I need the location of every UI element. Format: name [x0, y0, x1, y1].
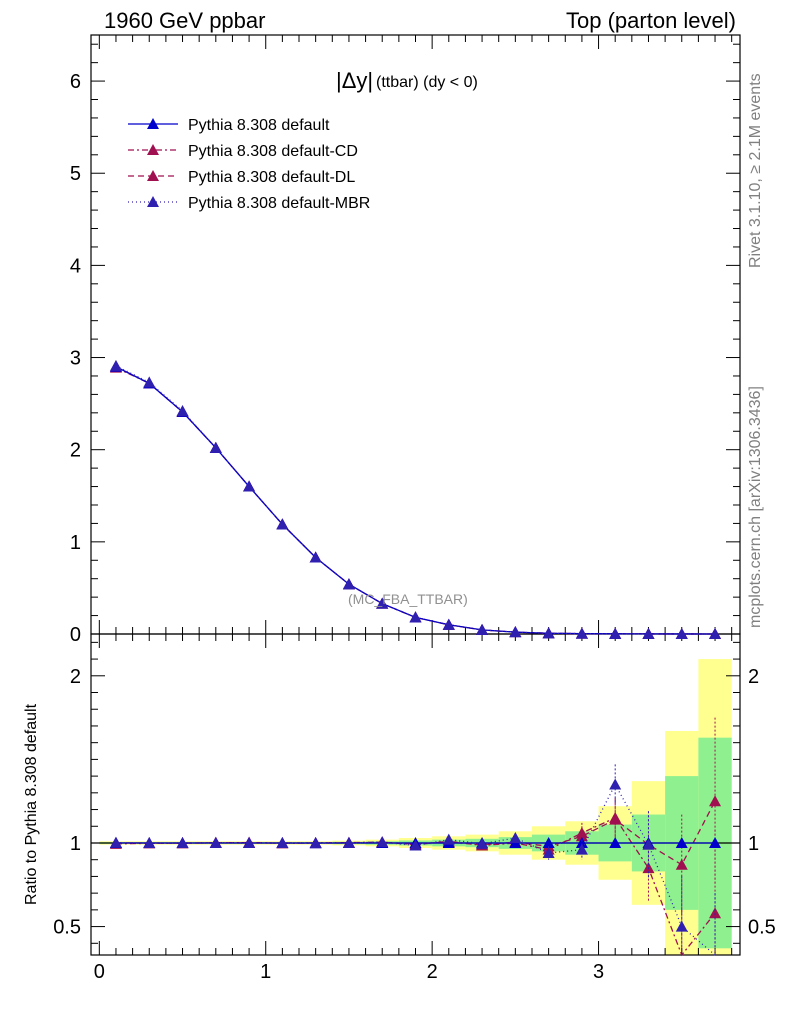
- ratio-series-marker: [675, 858, 688, 870]
- ratio-series-marker: [642, 838, 655, 850]
- main-series-marker: [575, 627, 588, 639]
- main-series-marker: [143, 376, 156, 388]
- main-series-marker: [276, 518, 289, 530]
- x-tick-label: 1: [260, 961, 271, 983]
- ratio-series-marker: [376, 836, 389, 848]
- main-series-marker: [342, 578, 355, 590]
- ratio-y-axis-label: Ratio to Pythia 8.308 default: [23, 703, 40, 905]
- y-tick-label: 1: [70, 532, 81, 554]
- legend-label: Pythia 8.308 default-MBR: [188, 195, 370, 212]
- ratio-series-marker: [675, 920, 688, 932]
- series-layer: [109, 359, 722, 957]
- y-tick-label: 4: [70, 255, 81, 277]
- header-left-label: 1960 GeV ppbar: [104, 8, 266, 33]
- main-series-marker: [675, 627, 688, 639]
- ratio-series-marker: [542, 836, 555, 848]
- legend-label: Pythia 8.308 default: [188, 117, 330, 134]
- legend-marker: [147, 196, 159, 207]
- legend-entry: Pythia 8.308 default-MBR: [128, 195, 370, 212]
- main-series-marker: [609, 627, 622, 639]
- ratio-series-marker: [675, 836, 688, 848]
- ratio-series-marker: [609, 813, 622, 825]
- ratio-series-marker: [609, 778, 622, 790]
- ratio-series-marker: [575, 830, 588, 842]
- legend-marker: [147, 118, 159, 129]
- chart-title-main: |Δy|: [336, 68, 373, 93]
- ratio-series-marker: [476, 837, 489, 849]
- main-series-marker: [109, 359, 122, 371]
- ratio-series-marker: [575, 843, 588, 855]
- ratio-series-marker: [609, 836, 622, 848]
- main-series-marker: [409, 611, 422, 623]
- ratio-y-tick-label: 0.5: [53, 917, 81, 939]
- ratio-series-marker: [709, 795, 722, 807]
- y-tick-label: 2: [70, 440, 81, 462]
- main-series-marker: [709, 627, 722, 639]
- ratio-series-marker: [575, 836, 588, 848]
- x-tick-label: 0: [94, 961, 105, 983]
- x-tick-label: 3: [593, 961, 604, 983]
- chart-axes: 0 1 2 3 4 5 6 0.5 0.5 1 1 2 2 0 1 2 3: [53, 34, 776, 983]
- ratio-series-marker: [709, 836, 722, 848]
- main-series-marker: [376, 597, 389, 609]
- main-series-marker: [442, 618, 455, 630]
- ratio-series-marker: [442, 833, 455, 845]
- chart-watermark: (MC_FBA_TTBAR): [348, 591, 468, 607]
- ratio-series-marker: [143, 836, 156, 848]
- main-series-marker: [309, 551, 322, 563]
- ratio-series-marker: [176, 836, 189, 848]
- ratio-series-marker: [243, 836, 256, 848]
- ratio-series-marker: [109, 836, 122, 848]
- ratio-uncertainty-bands: [99, 659, 732, 955]
- y-tick-label: 0: [70, 624, 81, 646]
- ratio-y-tick-label: 2: [70, 666, 81, 688]
- ratio-series-marker: [309, 837, 322, 849]
- legend: Pythia 8.308 default Pythia 8.308 default…: [128, 117, 370, 212]
- legend-entry: Pythia 8.308 default-DL: [128, 169, 355, 186]
- x-tick-label: 2: [427, 961, 438, 983]
- ratio-y-tick-label-right: 2: [748, 666, 759, 688]
- legend-entry: Pythia 8.308 default: [128, 117, 330, 134]
- main-series-marker: [642, 627, 655, 639]
- ratio-series-marker: [542, 847, 555, 859]
- main-series-marker: [243, 480, 256, 492]
- ratio-series-marker: [209, 836, 222, 848]
- series-3: [109, 359, 722, 956]
- ratio-series-marker: [509, 831, 522, 843]
- ratio-series-marker: [342, 836, 355, 848]
- ratio-y-tick-label-right: 1: [748, 833, 759, 855]
- legend-marker: [147, 170, 159, 181]
- legend-label: Pythia 8.308 default-DL: [188, 169, 355, 186]
- ratio-y-tick-label-right: 0.5: [748, 917, 776, 939]
- ratio-series-marker: [276, 836, 289, 848]
- y-tick-label: 6: [70, 71, 81, 93]
- main-series-marker: [509, 626, 522, 638]
- y-tick-label: 5: [70, 163, 81, 185]
- main-series-marker: [476, 623, 489, 635]
- main-series-marker: [542, 627, 555, 639]
- y-tick-label: 3: [70, 348, 81, 370]
- legend-entry: Pythia 8.308 default-CD: [128, 143, 358, 160]
- ratio-series-marker: [409, 839, 422, 851]
- legend-label: Pythia 8.308 default-CD: [188, 143, 358, 160]
- main-series-marker: [176, 404, 189, 416]
- ratio-series-marker: [709, 907, 722, 919]
- ratio-y-tick-label: 1: [70, 833, 81, 855]
- chart-title-sub: (ttbar) (dy < 0): [376, 74, 478, 91]
- legend-marker: [147, 144, 159, 155]
- header-right-label: Top (parton level): [566, 8, 736, 33]
- main-series-marker: [209, 441, 222, 453]
